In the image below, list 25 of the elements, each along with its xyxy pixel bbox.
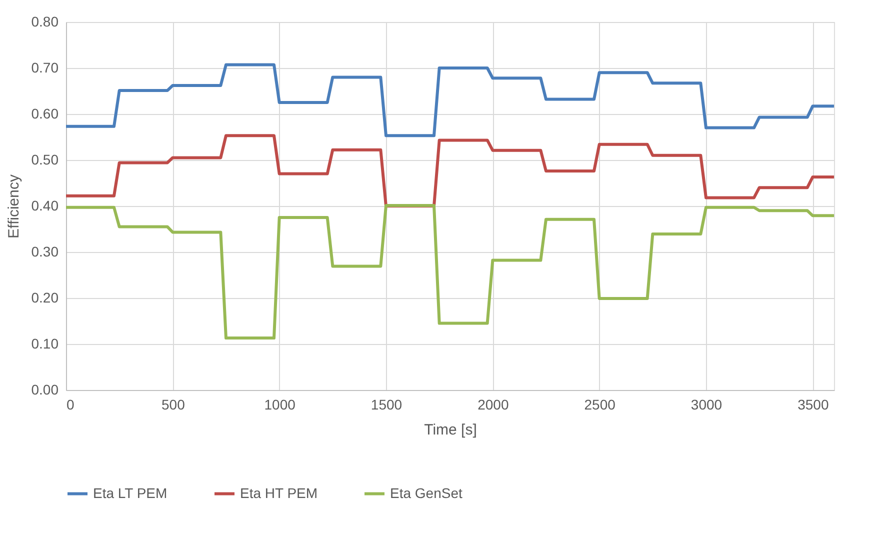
x-tick-label: 1500 bbox=[370, 396, 402, 412]
legend-label: Eta HT PEM bbox=[240, 484, 318, 501]
x-tick-label: 2500 bbox=[584, 396, 616, 412]
y-tick-label: 0.70 bbox=[31, 60, 59, 76]
y-tick-label: 0.10 bbox=[31, 336, 59, 352]
y-tick-label: 0.60 bbox=[31, 106, 59, 122]
legend-label: Eta LT PEM bbox=[93, 484, 168, 501]
x-tick-label: 0 bbox=[66, 396, 74, 412]
y-tick-label: 0.30 bbox=[31, 244, 59, 260]
legend-label: Eta GenSet bbox=[390, 484, 462, 501]
y-tick-label: 0.80 bbox=[31, 14, 59, 30]
x-tick-label: 2000 bbox=[478, 396, 509, 412]
y-tick-label: 0.40 bbox=[31, 198, 59, 214]
x-tick-label: 3000 bbox=[690, 396, 722, 412]
x-tick-label: 1000 bbox=[264, 396, 296, 412]
line-series bbox=[64, 134, 836, 208]
line-series bbox=[64, 204, 836, 340]
y-axis-title: Efficiency bbox=[5, 174, 22, 238]
y-tick-label: 0.00 bbox=[31, 382, 59, 398]
y-tick-label: 0.50 bbox=[31, 152, 59, 168]
x-axis-title: Time [s] bbox=[424, 422, 477, 438]
x-tick-label: 3500 bbox=[798, 396, 829, 412]
x-tick-label: 500 bbox=[161, 396, 186, 412]
line-series bbox=[64, 63, 836, 138]
y-tick-label: 0.20 bbox=[31, 290, 59, 306]
